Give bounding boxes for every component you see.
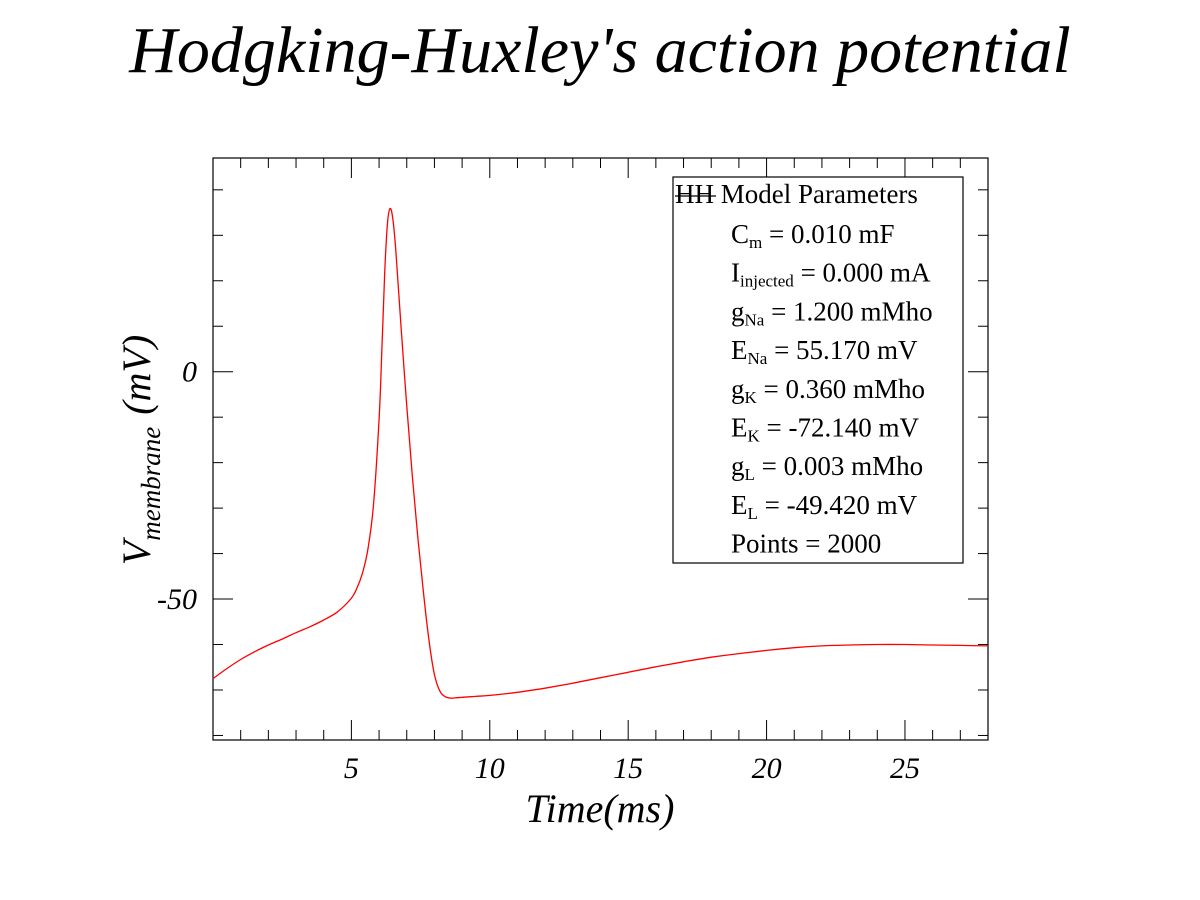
legend-entry: EL = -49.420 mV (731, 490, 918, 523)
y-tick-label: 0 (182, 356, 197, 389)
legend-entry-symbol: E (731, 490, 748, 520)
legend-entry-subscript: L (748, 504, 758, 523)
legend-entry-value: = 1.200 mMho (764, 296, 932, 326)
legend-entry-value: = 0.360 mMho (757, 374, 925, 404)
legend-entry: Iinjected = 0.000 mA (731, 258, 931, 291)
x-tick-label: 5 (344, 752, 359, 785)
legend-entry: ENa = 55.170 mV (731, 335, 918, 368)
legend-entry-symbol: g (731, 296, 745, 326)
x-tick-label: 25 (890, 752, 920, 785)
y-axis-label: Vmembrane (mV) (114, 335, 166, 565)
chart-title: Hodgking-Huxley's action potential (128, 14, 1071, 87)
x-axis-label: Time(ms) (526, 786, 675, 831)
legend-entry-symbol: E (731, 335, 748, 365)
legend-entry-subscript: L (745, 465, 755, 484)
legend-entry: gNa = 1.200 mMho (731, 296, 933, 329)
legend-entry-value: = 0.003 mMho (755, 451, 923, 481)
legend-entry-subscript: Na (745, 310, 765, 329)
legend-entry-subscript: Na (748, 349, 768, 368)
legend-entry-value: Points = 2000 (731, 529, 881, 559)
legend-entry: Points = 2000 (731, 529, 881, 559)
legend-entry-symbol: g (731, 374, 745, 404)
x-tick-label: 15 (613, 752, 643, 785)
legend-entry: gK = 0.360 mMho (731, 374, 925, 407)
legend-entry-value: = -72.140 mV (760, 413, 920, 443)
legend-entry-subscript: K (748, 427, 761, 446)
legend-entry-value: = 0.000 mA (794, 258, 931, 288)
legend-entry-symbol: g (731, 451, 745, 481)
legend-entry: EK = -72.140 mV (731, 413, 920, 446)
x-tick-label: 10 (475, 752, 505, 785)
membrane-potential-line (212, 207, 989, 699)
legend-entry: gL = 0.003 mMho (731, 451, 923, 484)
legend-entry-subscript: K (745, 388, 758, 407)
legend-entry-value: = 0.010 mF (762, 219, 894, 249)
legend-entry-value: = -49.420 mV (758, 490, 918, 520)
y-axis-label-subscript: membrane (136, 427, 166, 541)
legend-entry: Cm = 0.010 mF (731, 219, 895, 252)
legend-entry-value: = 55.170 mV (767, 335, 918, 365)
x-tick-label: 20 (752, 752, 782, 785)
legend-entry-symbol: I (731, 258, 740, 288)
tick-labels: 5 10 15 20 25 0 -50 (157, 356, 920, 785)
axis-ticks (213, 158, 989, 740)
y-tick-label: -50 (157, 583, 197, 616)
y-axis-label-symbol: V (114, 536, 159, 565)
legend-entry-symbol: E (731, 413, 748, 443)
legend-entry-subscript: m (749, 233, 762, 252)
y-axis-label-unit: (mV) (114, 335, 159, 415)
legend-box: HH Model Parameters Cm = 0.010 mF Iinject… (672, 176, 964, 564)
legend-title: HH Model Parameters (675, 179, 918, 209)
legend-border (672, 176, 964, 564)
legend-entry-subscript: injected (740, 272, 794, 291)
legend-entry-symbol: C (731, 219, 749, 249)
